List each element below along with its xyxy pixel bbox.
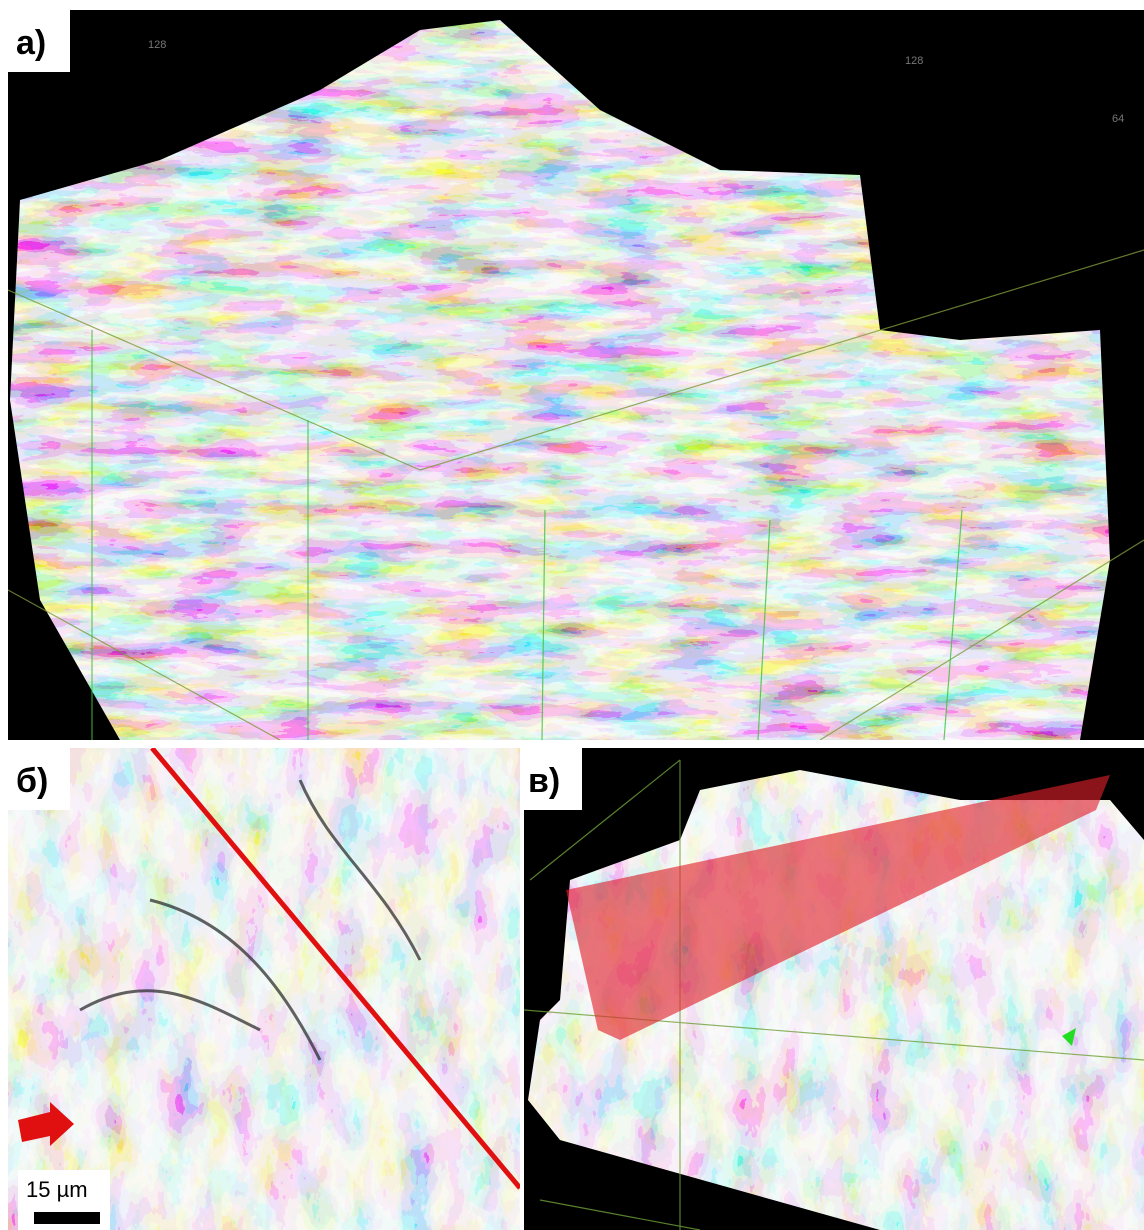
panel-label: б) [16,762,48,800]
panel-label: в) [528,762,560,800]
scale-text: 15 µm [26,1177,88,1202]
axis-label: 128 [905,55,923,67]
panel-b: б) 15 µm [8,748,520,1230]
panel-a: а) 128 128 64 [8,10,1144,740]
axis-label: 128 [148,39,166,51]
panel-label: а) [16,24,46,62]
axis-label: 64 [1112,113,1124,125]
page: а) 128 128 64 б) 15 µm в) (() => { cons [0,0,1144,1230]
panel-c: в) [524,748,1144,1230]
scale-bar [34,1212,100,1224]
surface-texture [8,748,520,1230]
figure: а) 128 128 64 б) 15 µm в) [0,0,1144,1230]
